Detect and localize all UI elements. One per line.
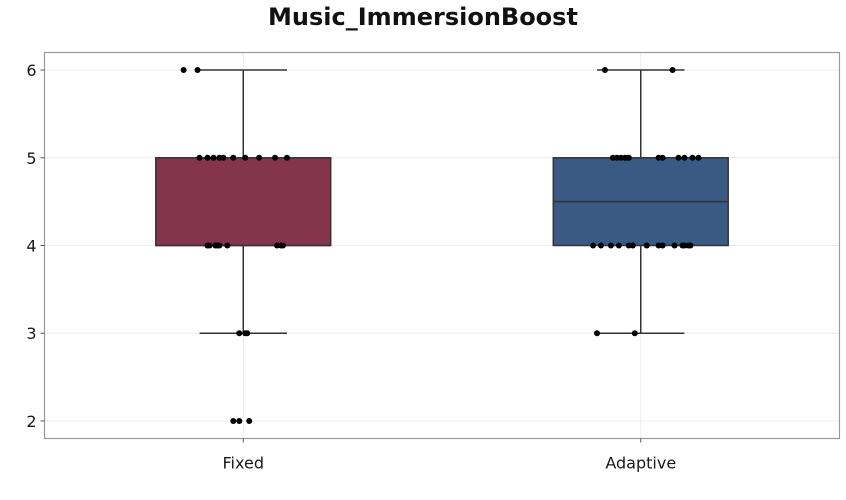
data-point bbox=[631, 330, 638, 337]
data-point bbox=[220, 154, 227, 161]
data-point bbox=[615, 242, 622, 249]
x-tick-label: Adaptive bbox=[605, 454, 676, 473]
y-tick-label: 4 bbox=[26, 237, 36, 256]
chart-title: Music_ImmersionBoost bbox=[268, 3, 578, 31]
data-point bbox=[206, 242, 213, 249]
box-fixed bbox=[155, 157, 332, 247]
x-tick-label: Fixed bbox=[223, 454, 264, 473]
data-point bbox=[625, 154, 632, 161]
data-point bbox=[246, 417, 253, 424]
data-point bbox=[244, 330, 251, 337]
y-tick-label: 6 bbox=[26, 61, 36, 80]
data-point bbox=[256, 154, 263, 161]
y-tick-label: 3 bbox=[26, 324, 36, 343]
data-point bbox=[216, 242, 223, 249]
data-point bbox=[236, 417, 243, 424]
data-point bbox=[272, 154, 279, 161]
jitter-points bbox=[180, 67, 702, 424]
data-point bbox=[236, 330, 243, 337]
data-point bbox=[675, 154, 682, 161]
data-point bbox=[194, 67, 201, 74]
y-tick-label: 2 bbox=[26, 412, 36, 431]
data-point bbox=[180, 67, 187, 74]
boxes bbox=[155, 69, 729, 334]
data-point bbox=[590, 242, 597, 249]
data-point bbox=[607, 242, 614, 249]
data-point bbox=[230, 417, 237, 424]
data-point bbox=[210, 154, 217, 161]
data-point bbox=[689, 154, 696, 161]
data-point bbox=[601, 67, 608, 74]
data-point bbox=[629, 242, 636, 249]
data-point bbox=[669, 67, 676, 74]
data-point bbox=[230, 154, 237, 161]
data-point bbox=[695, 154, 702, 161]
data-point bbox=[643, 242, 650, 249]
data-point bbox=[283, 154, 290, 161]
data-point bbox=[196, 154, 203, 161]
data-point bbox=[280, 242, 286, 249]
data-point bbox=[687, 242, 694, 249]
data-point bbox=[242, 154, 249, 161]
data-point bbox=[204, 154, 211, 161]
data-point bbox=[659, 242, 666, 249]
data-point bbox=[598, 242, 604, 249]
data-point bbox=[671, 242, 678, 249]
y-tick-label: 5 bbox=[26, 149, 36, 168]
data-point bbox=[594, 330, 601, 337]
data-point bbox=[681, 154, 688, 161]
data-point bbox=[659, 154, 666, 161]
axes: 2 3 4 5 6 Fixed Adaptive bbox=[26, 61, 676, 472]
data-point bbox=[224, 242, 231, 249]
